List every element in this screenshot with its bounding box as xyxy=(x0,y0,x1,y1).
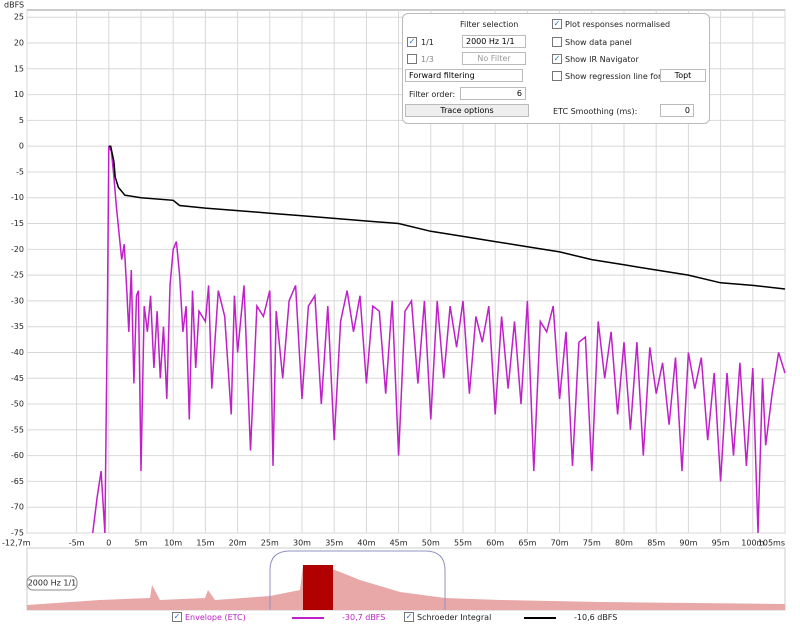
x-tick-label: 55m xyxy=(454,539,472,548)
checkbox[interactable]: ✓ xyxy=(552,54,562,64)
label: Filter order: xyxy=(409,90,456,99)
navigator-envelope xyxy=(27,565,785,610)
x-tick-label: 80m xyxy=(615,539,633,548)
dropdown[interactable]: Topt xyxy=(660,69,706,82)
x-tick-label: 0 xyxy=(106,539,111,548)
y-tick-label: -70 xyxy=(11,503,24,512)
navigator-selection[interactable] xyxy=(269,550,446,610)
x-tick-label: 45m xyxy=(390,539,408,548)
dropdown[interactable]: Forward filtering xyxy=(405,69,523,82)
navigator-label: 2000 Hz 1/1 xyxy=(28,579,77,588)
label: 1/3 xyxy=(421,55,434,64)
legend-label: Envelope (ETC) xyxy=(185,613,246,622)
legend-value: -10,6 dBFS xyxy=(574,613,618,622)
y-tick-label: -35 xyxy=(11,322,24,331)
legend-checkbox[interactable]: ✓ xyxy=(404,612,414,622)
dropdown[interactable]: 2000 Hz 1/1 xyxy=(462,35,526,48)
y-tick-label: 10 xyxy=(14,90,24,99)
x-tick-label: 90m xyxy=(679,539,697,548)
checkbox[interactable] xyxy=(407,54,417,64)
spinner[interactable]: 6 xyxy=(460,87,526,100)
y-tick-label: 5 xyxy=(19,116,24,125)
y-tick-label: -55 xyxy=(11,425,24,434)
y-tick-label: -30 xyxy=(11,296,24,305)
label: Plot responses normalised xyxy=(565,20,671,29)
navigator-badge xyxy=(26,575,78,591)
legend-label: Schroeder Integral xyxy=(417,613,492,622)
y-tick-label: -65 xyxy=(11,477,24,486)
x-tick-label: 70m xyxy=(551,539,569,548)
x-tick-label: -12,7m xyxy=(2,539,31,548)
y-tick-label: 20 xyxy=(14,39,24,48)
x-tick-label: 10m xyxy=(164,539,182,548)
label: 1/1 xyxy=(421,38,434,47)
checkbox[interactable] xyxy=(552,71,562,81)
x-tick-label: 65m xyxy=(518,539,536,548)
x-tick-label: 35m xyxy=(325,539,343,548)
y-tick-label: -40 xyxy=(11,348,24,357)
x-tick-label: 25m xyxy=(261,539,279,548)
x-tick-label: 105ms xyxy=(758,539,785,548)
label: Show IR Navigator xyxy=(565,55,639,64)
x-tick-label: 5m xyxy=(135,539,148,548)
panel-heading: Filter selection xyxy=(460,20,519,29)
x-tick-label: 85m xyxy=(647,539,665,548)
spinner[interactable]: 0 xyxy=(660,104,694,117)
x-tick-label: 30m xyxy=(293,539,311,548)
x-tick-label: 60m xyxy=(486,539,504,548)
y-tick-label: -15 xyxy=(11,219,24,228)
legend-value: -30,7 dBFS xyxy=(342,613,386,622)
x-tick-label: 100m xyxy=(741,539,764,548)
x-tick-label: 50m xyxy=(422,539,440,548)
button[interactable]: Trace options xyxy=(405,104,529,117)
label: Show regression line for: xyxy=(565,72,664,81)
navigator-window xyxy=(303,565,333,610)
x-tick-label: 75m xyxy=(583,539,601,548)
checkbox[interactable] xyxy=(552,37,562,47)
x-tick-label: 20m xyxy=(229,539,247,548)
y-tick-label: -75 xyxy=(11,529,24,538)
control-panel xyxy=(402,13,710,124)
y-tick-label: -20 xyxy=(11,245,24,254)
legend-checkbox[interactable]: ✓ xyxy=(172,612,182,622)
label: Show data panel xyxy=(565,38,632,47)
x-tick-label: -5m xyxy=(69,539,85,548)
y-tick-label: 25 xyxy=(14,13,24,22)
y-tick-label: 15 xyxy=(14,64,24,73)
legend-swatch xyxy=(524,617,556,619)
y-tick-label: -60 xyxy=(11,451,24,460)
y-tick-label: 0 xyxy=(19,142,24,151)
y-tick-label: -25 xyxy=(11,271,24,280)
checkbox[interactable]: ✓ xyxy=(552,19,562,29)
y-tick-label: -5 xyxy=(16,167,24,176)
x-tick-label: 95m xyxy=(712,539,730,548)
y-axis-label: dBFS xyxy=(4,1,24,10)
y-tick-label: -10 xyxy=(11,193,24,202)
series-line xyxy=(108,145,786,290)
checkbox[interactable]: ✓ xyxy=(407,37,417,47)
x-tick-label: 40m xyxy=(357,539,375,548)
series-line xyxy=(91,145,786,534)
legend-swatch xyxy=(292,617,324,619)
label: ETC Smoothing (ms): xyxy=(553,107,638,116)
y-tick-label: -50 xyxy=(11,400,24,409)
y-tick-label: -45 xyxy=(11,374,24,383)
dropdown[interactable]: No Filter xyxy=(462,52,526,65)
x-tick-label: 15m xyxy=(196,539,214,548)
